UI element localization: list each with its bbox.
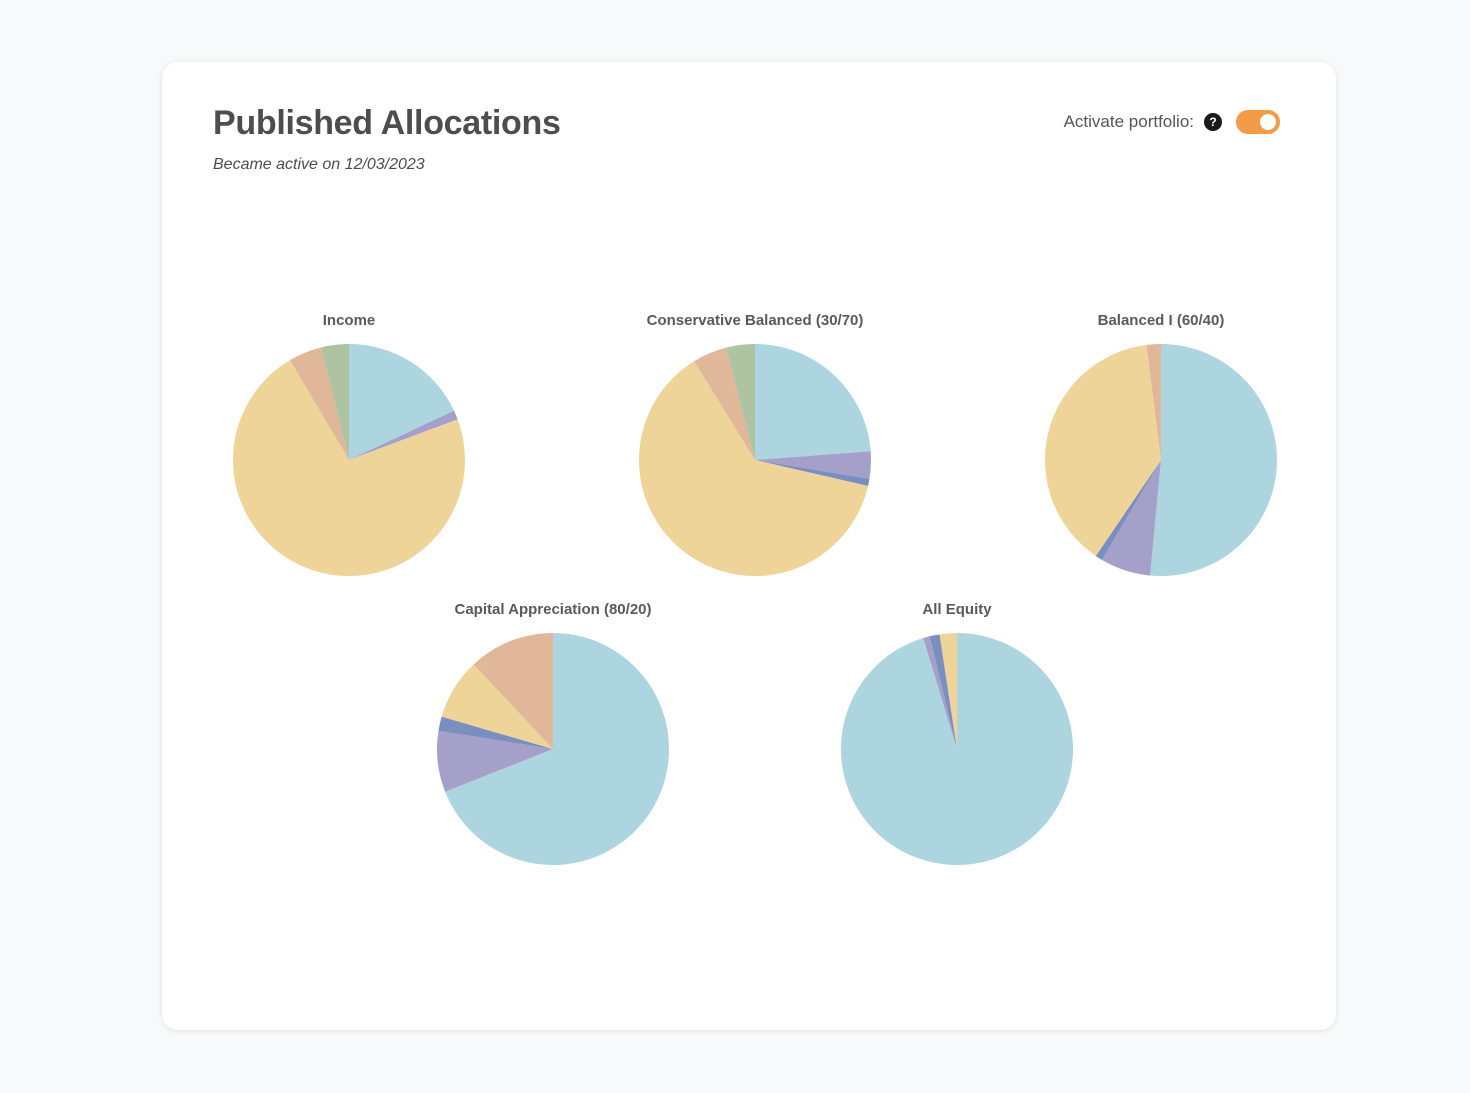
- pie-slice-yellow: [232, 360, 465, 576]
- active-date-subtitle: Became active on 12/03/2023: [213, 156, 425, 173]
- pie-slice-yellow: [639, 361, 869, 576]
- pie-slice-sage: [320, 344, 349, 460]
- pie-slice-peach: [289, 347, 349, 460]
- pie-slice-blue: [1150, 344, 1277, 576]
- pie-slice-lavender: [923, 636, 957, 749]
- activate-portfolio-toggle[interactable]: [1236, 110, 1280, 134]
- toggle-knob: [1260, 114, 1276, 130]
- allocations-card: Published Allocations Became active on 1…: [162, 62, 1336, 1030]
- pie-slice-peach: [473, 633, 553, 749]
- pie-title: Conservative Balanced (30/70): [646, 312, 864, 329]
- pie-chart-conservative-balanced: Conservative Balanced (30/70): [595, 312, 915, 612]
- pie-slice-blue: [840, 633, 1073, 865]
- pie-title: Capital Appreciation (80/20): [454, 601, 652, 618]
- pie-title: Income: [322, 312, 376, 329]
- pie-slice-slate: [929, 634, 957, 749]
- pie-slice-blue: [755, 344, 871, 460]
- pie-slice-lavender: [349, 410, 458, 460]
- pie-svg: [639, 344, 872, 576]
- activate-portfolio-control: Activate portfolio: ?: [1064, 110, 1280, 134]
- pie-chart-income: Income: [189, 312, 509, 612]
- pie-slice-sage: [726, 344, 755, 460]
- pie-chart-all-equity: All Equity: [797, 601, 1117, 901]
- question-circle-icon[interactable]: ?: [1204, 113, 1222, 131]
- page-title: Published Allocations: [213, 104, 561, 142]
- pie-slice-peach: [694, 347, 755, 460]
- pie-slice-lavender: [1101, 460, 1161, 576]
- pie-chart-capital-appreciation: Capital Appreciation (80/20): [393, 601, 713, 901]
- pie-slice-slate: [1095, 460, 1161, 560]
- pie-slice-blue: [445, 633, 670, 865]
- pie-slice-yellow: [939, 633, 957, 749]
- pie-slice-lavender: [437, 730, 553, 792]
- pie-slice-peach: [1146, 344, 1161, 460]
- pie-chart-balanced-i: Balanced I (60/40): [1001, 312, 1321, 612]
- pie-svg: [1044, 344, 1277, 576]
- pie-slice-slate: [438, 716, 553, 749]
- pie-slice-yellow: [441, 664, 553, 749]
- pie-slice-lavender: [755, 451, 872, 479]
- pie-svg: [232, 344, 465, 576]
- pie-title: Balanced I (60/40): [1097, 312, 1225, 329]
- activate-portfolio-label: Activate portfolio:: [1063, 112, 1194, 131]
- pie-slice-yellow: [1044, 344, 1161, 556]
- pie-svg: [437, 633, 670, 865]
- pie-svg: [840, 633, 1073, 865]
- pie-title: All Equity: [922, 601, 992, 618]
- pie-slice-slate: [755, 460, 870, 487]
- pie-slice-blue: [349, 344, 454, 460]
